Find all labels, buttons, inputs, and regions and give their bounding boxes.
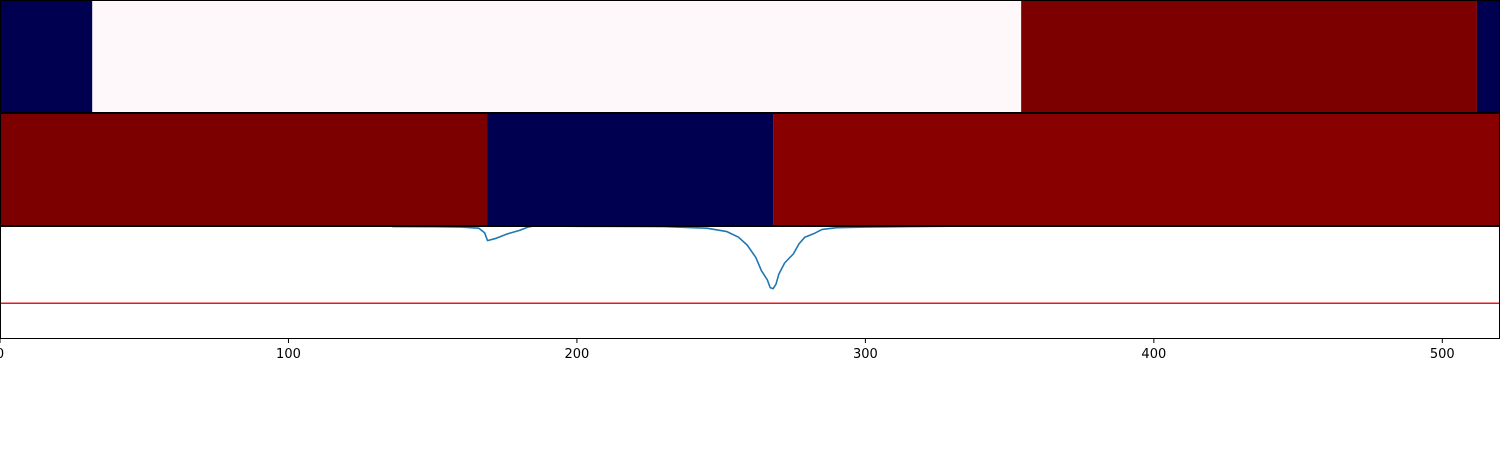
x-tick-label-0: 0 [0,347,4,362]
x-tick-label-400: 400 [1141,347,1166,362]
heatmap-cell-1-2 [1021,0,1477,112]
heatmap-cell-1-3 [1476,0,1500,112]
series-line-0 [392,225,950,290]
heatmap-row-2 [0,113,1500,225]
line-panel [0,225,1500,305]
x-axis: 0 100 200 300 400 500 [0,338,1455,362]
heatmap-row-1 [0,0,1500,112]
x-tick-label-100: 100 [276,347,301,362]
panel-frame-3 [0,226,1500,339]
heatmap-cell-2-0 [0,113,488,225]
x-tick-label-200: 200 [565,347,590,362]
x-tick-label-300: 300 [853,347,878,362]
heatmap-cell-2-1 [487,113,774,225]
x-tick-label-500: 500 [1430,347,1455,362]
heatmap-cell-2-2 [773,113,1500,225]
heatmap-cell-1-0 [0,0,93,112]
heatmap-cell-1-1 [92,0,1022,112]
